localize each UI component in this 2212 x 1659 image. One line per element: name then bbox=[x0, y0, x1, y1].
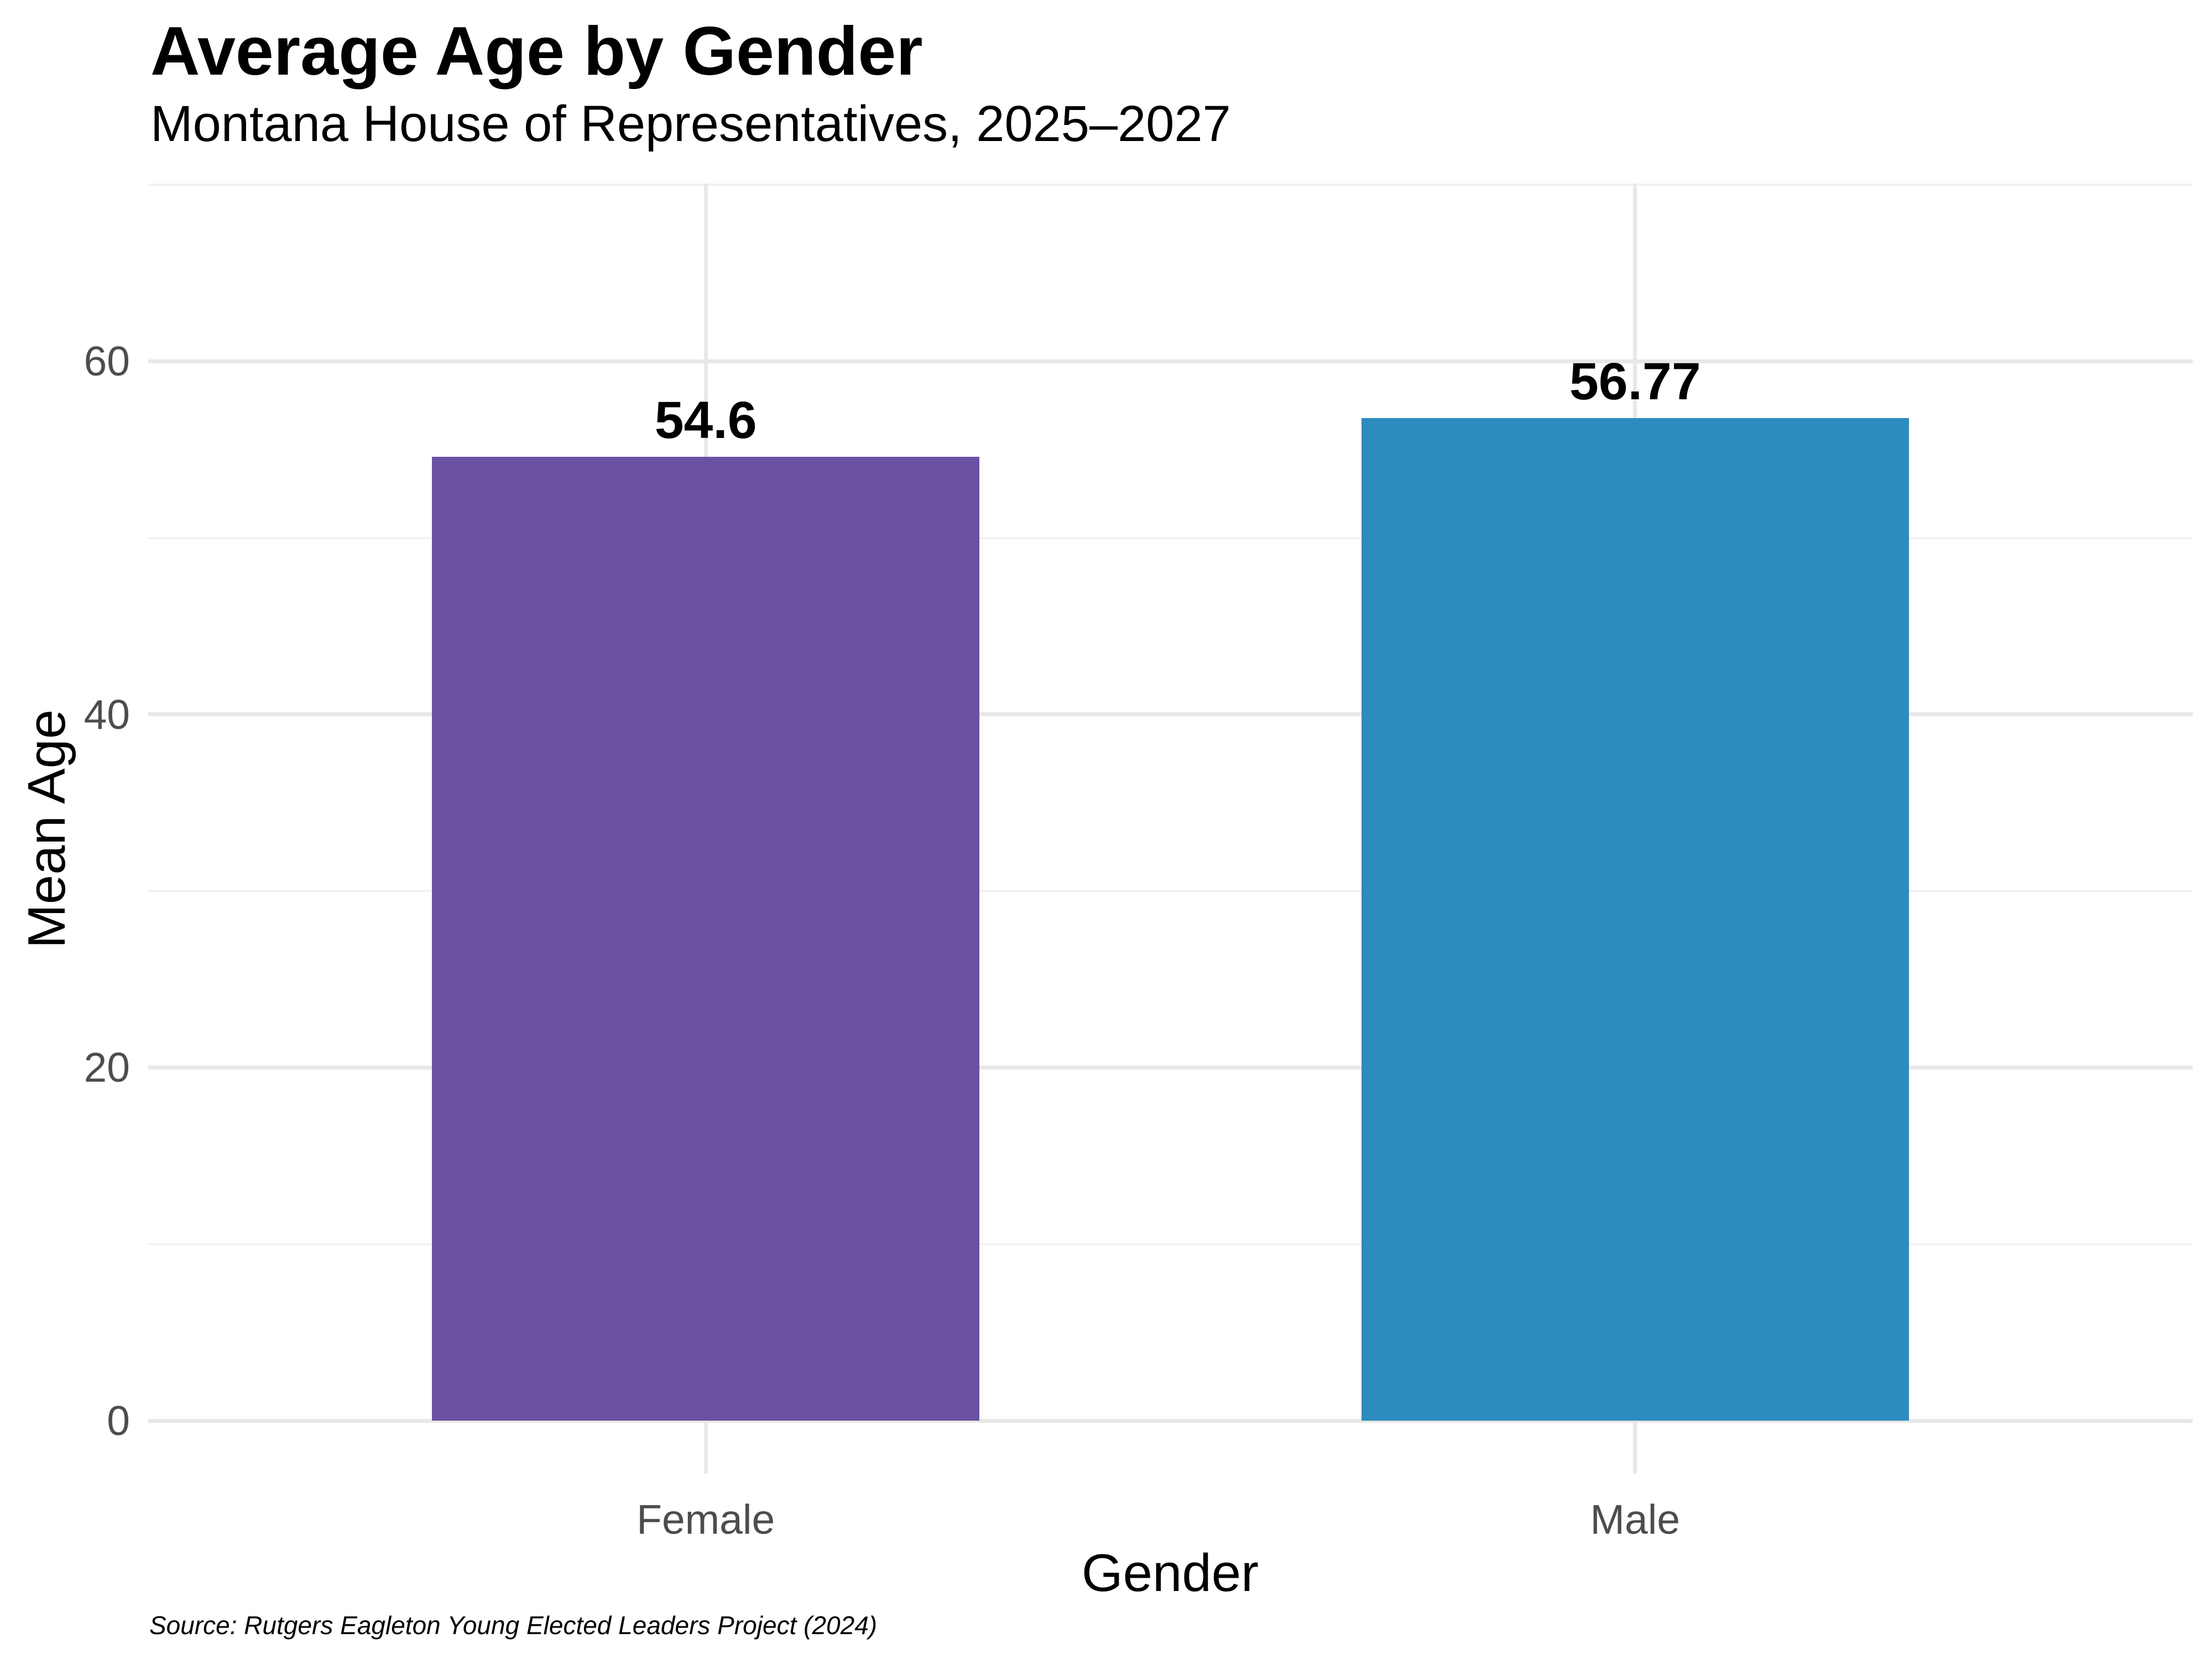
y-axis-title: Mean Age bbox=[17, 709, 76, 949]
chart-subtitle: Montana House of Representatives, 2025–2… bbox=[150, 96, 1231, 152]
y-tick-label-0: 0 bbox=[107, 1397, 130, 1444]
gridline-major-y0 bbox=[148, 1418, 2193, 1423]
gridline-minor-y70 bbox=[148, 183, 2193, 186]
gridline-major-y40 bbox=[148, 712, 2193, 717]
gridline-major-y60 bbox=[148, 359, 2193, 363]
gridline-minor-y10 bbox=[148, 1243, 2193, 1245]
bar-value-label-male: 56.77 bbox=[1569, 352, 1701, 411]
bar-value-label-female: 54.6 bbox=[654, 390, 757, 450]
plot-panel: 54.6 56.77 bbox=[148, 183, 2193, 1474]
gridline-minor-y30 bbox=[148, 890, 2193, 893]
x-tick-label-male: Male bbox=[1590, 1496, 1681, 1543]
y-tick-label-60: 60 bbox=[84, 338, 130, 385]
gridline-major-y20 bbox=[148, 1065, 2193, 1070]
bar-female bbox=[432, 456, 980, 1421]
source-caption: Source: Rutgers Eagleton Young Elected L… bbox=[149, 1611, 878, 1640]
y-tick-label-40: 40 bbox=[84, 691, 130, 738]
x-axis-title: Gender bbox=[1081, 1543, 1259, 1603]
bar-male bbox=[1361, 418, 1909, 1421]
chart-title: Average Age by Gender bbox=[150, 13, 923, 90]
gridline-minor-y50 bbox=[148, 536, 2193, 539]
x-tick-label-female: Female bbox=[637, 1496, 775, 1543]
y-tick-label-20: 20 bbox=[84, 1044, 130, 1091]
